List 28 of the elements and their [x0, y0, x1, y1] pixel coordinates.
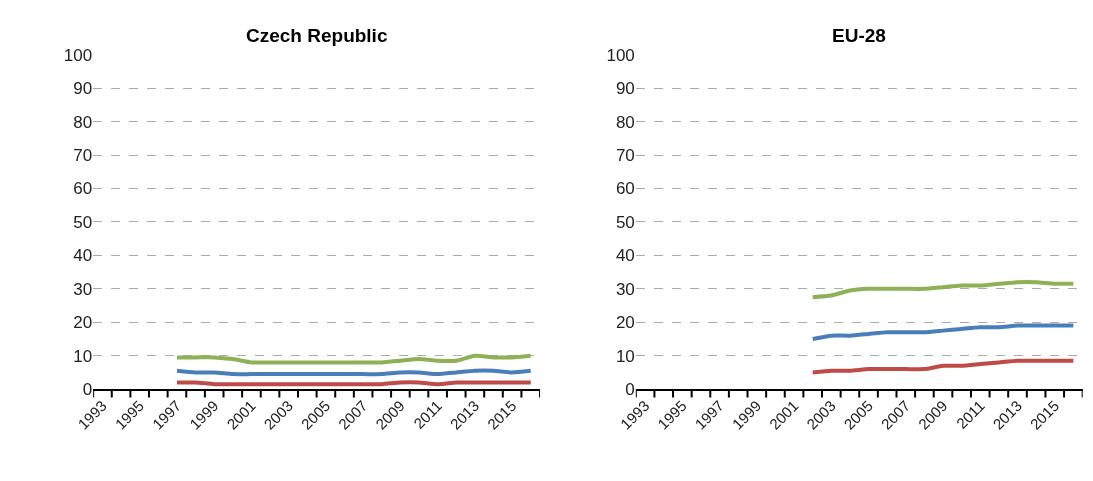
chart-title: Czech Republic	[246, 25, 388, 46]
y-tick-label: 60	[615, 179, 635, 199]
y-tick-label: 50	[615, 212, 635, 232]
y-tick-label: 70	[73, 145, 93, 165]
chart-title: EU-28	[832, 25, 886, 46]
y-tick-label: 20	[615, 313, 635, 333]
y-tick-label: 40	[615, 246, 635, 266]
y-tick-label: 40	[73, 246, 93, 266]
line-series	[810, 323, 1076, 341]
y-tick-label: 80	[615, 112, 635, 132]
y-tick-label: 100	[606, 45, 635, 65]
y-tick-label: 90	[73, 79, 93, 99]
y-tick-label: 20	[73, 313, 93, 333]
y-tick-label: 0	[82, 380, 93, 400]
y-tick-label: 90	[615, 79, 635, 99]
y-tick-label: 30	[73, 279, 93, 299]
y-tick-label: 80	[73, 112, 93, 132]
y-tick-label: 0	[625, 380, 635, 400]
y-tick-label: 100	[63, 45, 93, 65]
y-tick-label: 10	[73, 346, 93, 366]
line-series	[810, 358, 1076, 375]
y-tick-label: 50	[73, 212, 93, 232]
y-tick-label: 60	[73, 179, 93, 199]
line-series	[174, 353, 533, 365]
y-tick-label: 30	[615, 279, 635, 299]
y-tick-label: 10	[615, 346, 635, 366]
line-series	[810, 280, 1076, 300]
y-tick-label: 70	[615, 145, 635, 165]
